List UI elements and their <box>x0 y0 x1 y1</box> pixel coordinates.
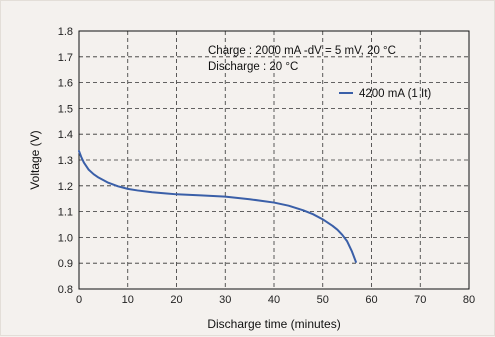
annotation-discharge: Discharge : 20 °C <box>208 61 298 73</box>
legend-label-series-1: 4200 mA (1 It) <box>359 88 431 100</box>
tick-layer: 0 10 20 30 40 50 60 70 80 0.8 0.9 1.0 1.1 1.2 1.3 1.4 1.… <box>58 26 475 306</box>
y-tick-label: 1.8 <box>58 26 73 38</box>
x-tick-label: 20 <box>170 294 182 306</box>
y-tick-label: 1.2 <box>58 181 73 193</box>
y-tick-label: 0.9 <box>58 258 73 270</box>
x-tick-label: 40 <box>268 294 280 306</box>
annotation-charge: Charge : 2000 mA -dV = 5 mV, 20 °C <box>208 45 396 57</box>
x-tick-label: 60 <box>365 294 377 306</box>
y-tick-label: 1.7 <box>58 52 73 64</box>
y-tick-label: 1.3 <box>58 155 73 167</box>
x-tick-label: 0 <box>76 294 82 306</box>
x-tick-label: 30 <box>219 294 231 306</box>
series-line-1 <box>78 149 357 263</box>
x-tick-label: 80 <box>463 294 475 306</box>
grid-layer <box>79 31 469 289</box>
y-tick-label: 1.6 <box>58 78 73 90</box>
x-tick-label: 10 <box>122 294 134 306</box>
y-tick-label: 1.5 <box>58 103 73 115</box>
y-tick-label: 1.0 <box>58 232 73 244</box>
legend: 4200 mA (1 It) <box>339 88 431 100</box>
plot-border <box>78 30 470 290</box>
y-tick-label: 1.4 <box>58 129 73 141</box>
series-layer <box>78 149 357 263</box>
x-tick-label: 70 <box>414 294 426 306</box>
y-tick-label: 1.1 <box>58 207 73 219</box>
x-tick-label: 50 <box>317 294 329 306</box>
y-tick-label: 0.8 <box>58 284 73 296</box>
x-axis-title: Discharge time (minutes) <box>207 317 340 331</box>
y-axis-title: Voltage (V) <box>28 130 42 189</box>
